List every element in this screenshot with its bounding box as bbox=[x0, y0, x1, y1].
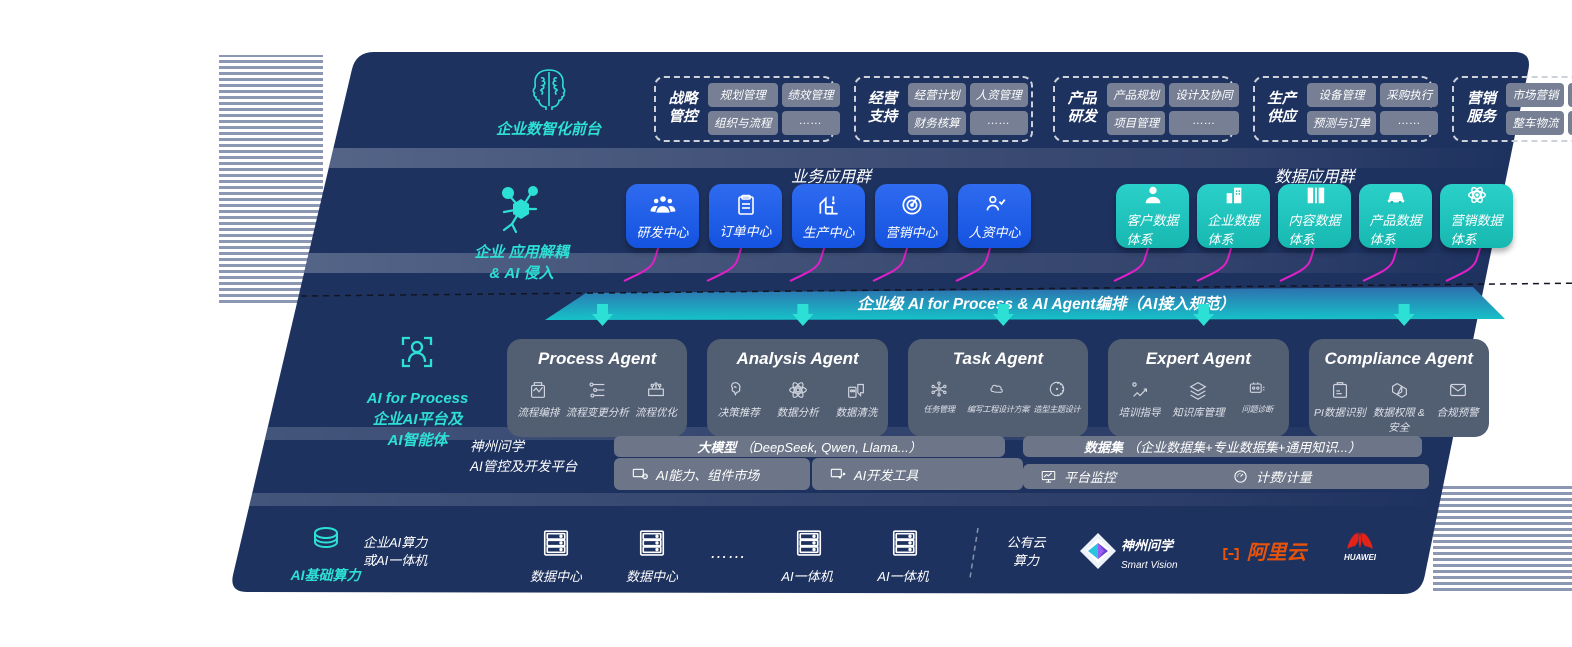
svg-text:HUAWEI: HUAWEI bbox=[1344, 553, 1377, 562]
